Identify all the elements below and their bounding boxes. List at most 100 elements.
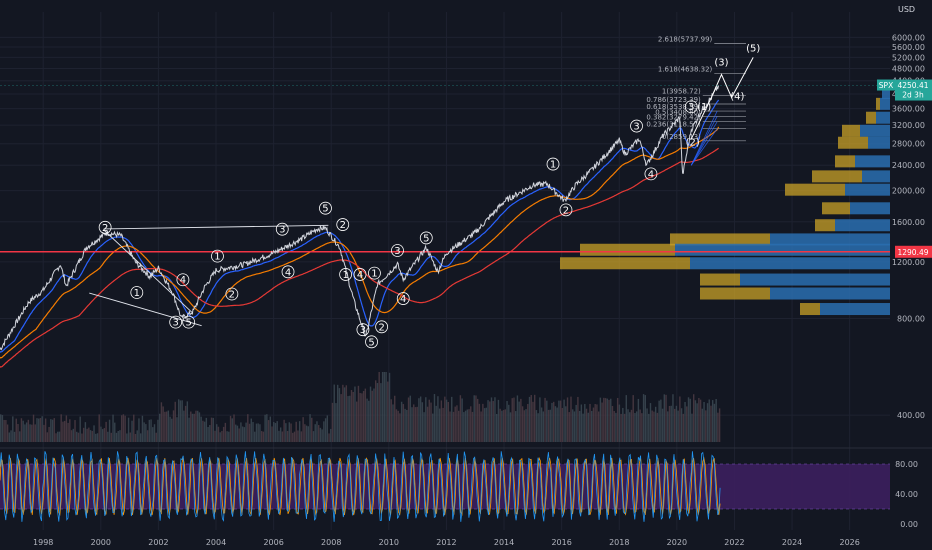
volume-bar [414, 407, 417, 442]
volume-bar [438, 408, 441, 442]
volume-bar [535, 410, 538, 442]
volume-bar [549, 409, 551, 442]
volume-bar [221, 430, 223, 442]
volume-bar [452, 411, 455, 442]
volume-bar [563, 399, 565, 442]
volume-bar [330, 428, 332, 442]
vp-bar-up [855, 155, 890, 168]
channel-line [103, 229, 194, 314]
volume-bar [686, 406, 688, 442]
volume-bar [197, 410, 199, 442]
volume-bar [514, 411, 517, 442]
volume-bar [394, 395, 396, 442]
volume-bar [708, 399, 710, 442]
volume-bar [267, 420, 270, 442]
volume-bar [298, 421, 301, 442]
volume-bar [131, 420, 133, 442]
volume-bar [55, 433, 57, 442]
volume-bar [53, 418, 55, 442]
volume-profile[interactable] [560, 86, 890, 316]
fib-label: 0.5(3408.80) [655, 108, 701, 116]
volume-bar [470, 406, 472, 442]
wave-label-circle [319, 201, 332, 215]
volume-bar [129, 432, 132, 442]
volume-bar [209, 425, 211, 442]
countdown-text: 2d 3h [902, 91, 924, 100]
volume-bar [620, 413, 622, 442]
volume-bar [255, 423, 258, 442]
wave-label: 5 [423, 233, 429, 244]
volume-bar [539, 397, 541, 442]
volume-bar [228, 431, 230, 442]
volume-bar [461, 398, 463, 442]
price-series[interactable] [0, 85, 890, 351]
x-tick-label: 2012 [436, 538, 456, 547]
volume-bar [145, 424, 147, 442]
volume-bar [670, 405, 672, 442]
volume-bar [219, 432, 221, 442]
volume-bar [637, 398, 640, 442]
volume-bar [584, 404, 586, 442]
volume-bar [138, 418, 140, 442]
volume-bar [501, 410, 503, 442]
volume-bar [25, 422, 28, 442]
fib-label: 0(2859.13) [662, 133, 701, 141]
volume-bar [63, 420, 66, 442]
volume-bar [120, 415, 123, 442]
volume-bar [88, 427, 90, 442]
x-tick-label: 2004 [206, 538, 226, 547]
volume-bar [509, 412, 512, 442]
volume-bar [328, 433, 330, 442]
y-tick-label: 2800.00 [892, 140, 925, 149]
fib-label: 1.618(4638.32) [658, 65, 713, 73]
volume-bar [150, 419, 152, 442]
volume-bar [278, 430, 280, 442]
volume-bar [286, 430, 289, 442]
volume-bar [649, 403, 652, 442]
volume-bar [718, 408, 721, 442]
volume-bar [48, 426, 50, 442]
vp-bar-down [866, 111, 876, 124]
volume-bar [352, 391, 354, 442]
volume-bar [65, 415, 68, 442]
fib-levels[interactable]: 2.618(5737.99)1.618(4638.32)1(3958.72)0.… [646, 36, 746, 166]
volume-bar [506, 401, 508, 442]
volume-bar [673, 408, 676, 442]
volume-bar [82, 427, 85, 442]
volume-bar [627, 409, 629, 442]
volume-bar [38, 418, 40, 442]
vp-bar-down [670, 233, 770, 246]
volume-bar [216, 424, 218, 442]
x-tick-label: 2008 [321, 538, 341, 547]
volume-bar [309, 414, 311, 442]
volume-bar [553, 401, 555, 442]
volume-bar [368, 400, 370, 442]
volume-bar [447, 402, 449, 442]
volume-bar [152, 427, 154, 442]
x-tick-label: 2016 [551, 538, 571, 547]
volume-bar [304, 424, 306, 442]
volume-bar [338, 388, 341, 442]
volume-bar [34, 424, 36, 442]
volume-bar [229, 415, 232, 442]
volume-bar [186, 401, 189, 442]
volume-bar [345, 385, 348, 442]
volume-bar [127, 417, 130, 442]
volume-bar [364, 388, 367, 442]
volume-bar [385, 372, 387, 442]
volume-bar [12, 416, 14, 442]
volume-bar [437, 396, 439, 442]
volume-bar [69, 419, 71, 442]
wave-label-circle [356, 323, 370, 337]
last-price-text: 4250.41 [897, 81, 928, 90]
vp-bar-down [838, 136, 868, 149]
vp-bar-down [815, 219, 835, 232]
volume-bar [319, 427, 322, 442]
volume-bar [93, 425, 95, 442]
volume-bar [74, 420, 76, 442]
volume-bar [475, 395, 477, 442]
wave-label-circle [281, 265, 295, 279]
wave-label: 5 [368, 337, 374, 348]
volume-bar [176, 417, 178, 442]
